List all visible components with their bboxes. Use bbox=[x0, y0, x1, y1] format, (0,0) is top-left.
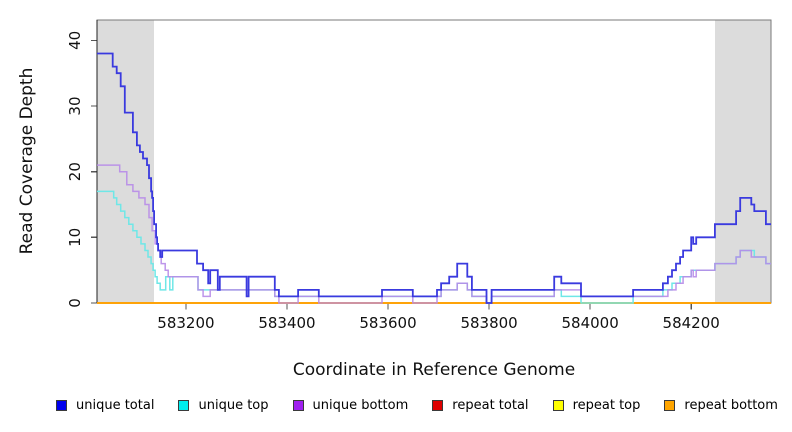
legend-label: unique bottom bbox=[312, 398, 409, 413]
y-tick-label: 10 bbox=[66, 228, 84, 247]
legend-item-unique-top: unique top bbox=[178, 398, 269, 413]
repeat-bottom-swatch-icon bbox=[664, 400, 676, 411]
x-tick-label: 584000 bbox=[561, 314, 618, 332]
unique-bottom-swatch-icon bbox=[292, 400, 304, 411]
plot-box bbox=[96, 19, 772, 304]
legend-label: repeat total bbox=[452, 398, 529, 413]
legend-label: repeat top bbox=[572, 398, 641, 413]
y-tick-label: 40 bbox=[66, 31, 84, 50]
legend: unique total unique top unique bottom repea… bbox=[0, 398, 792, 413]
y-tick-label: 20 bbox=[66, 162, 84, 181]
series-line-unique-total bbox=[97, 52, 771, 304]
x-tick-label: 583200 bbox=[157, 314, 214, 332]
legend-item-unique-bottom: unique bottom bbox=[292, 398, 409, 413]
legend-label: unique total bbox=[76, 398, 155, 413]
gray-shade-right bbox=[714, 20, 771, 303]
x-tick-label: 583400 bbox=[258, 314, 315, 332]
legend-item-repeat-total: repeat total bbox=[432, 398, 529, 413]
y-tick-label: 0 bbox=[66, 298, 84, 308]
legend-item-repeat-bottom: repeat bottom bbox=[664, 398, 778, 413]
repeat-total-swatch-icon bbox=[432, 400, 444, 411]
coverage-plot: 583200 583400 583600 583800 584000 584200 0 10 2… bbox=[66, 19, 772, 332]
x-tick-label: 583600 bbox=[359, 314, 416, 332]
legend-item-repeat-top: repeat top bbox=[552, 398, 641, 413]
legend-label: unique top bbox=[198, 398, 269, 413]
x-tick-label: 584200 bbox=[663, 314, 720, 332]
y-axis-title: Read Coverage Depth bbox=[17, 67, 37, 255]
x-axis-title: Coordinate in Reference Genome bbox=[292, 360, 576, 380]
x-tick-label: 583800 bbox=[460, 314, 517, 332]
series-line-unique-bottom bbox=[97, 164, 771, 304]
y-tick-label: 30 bbox=[66, 96, 84, 115]
repeat-top-swatch-icon bbox=[552, 400, 564, 411]
unique-top-swatch-icon bbox=[178, 400, 190, 411]
unique-total-swatch-icon bbox=[56, 400, 67, 411]
legend-item-unique-total: unique total bbox=[56, 398, 154, 413]
gray-shade-left bbox=[97, 20, 155, 303]
legend-label: repeat bottom bbox=[684, 398, 778, 413]
